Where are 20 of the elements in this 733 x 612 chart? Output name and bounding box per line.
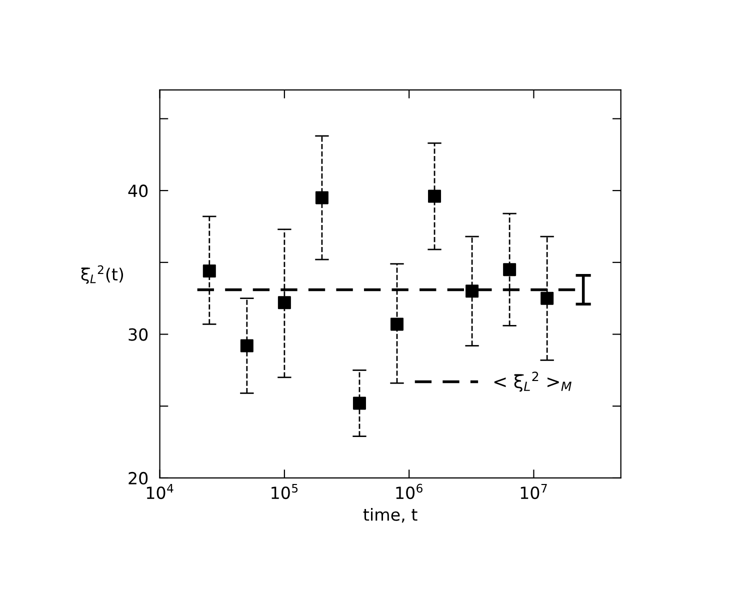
- point: [315, 191, 328, 204]
- point: [390, 318, 404, 331]
- x-tick-label: 10$^{6}$: [396, 484, 422, 500]
- y-tick-label: 20: [128, 472, 148, 485]
- x-tick-label: 10$^{7}$: [520, 484, 547, 500]
- x-tick-label: 10$^{5}$: [272, 484, 298, 500]
- y-tick-label: 40: [128, 184, 148, 198]
- y-axis-title: ξ̅$_{L}$$^{2}$(t): [81, 265, 124, 284]
- y-tick-label: 30: [128, 328, 148, 341]
- point: [503, 263, 516, 276]
- legend-label: < ξ̅$_{L}$$^{2}$ >$_{M}$: [494, 372, 572, 392]
- point: [240, 339, 254, 352]
- point: [352, 396, 366, 410]
- point: [540, 292, 554, 305]
- point: [466, 284, 479, 298]
- point: [278, 296, 291, 310]
- x-axis-title: time, t: [363, 508, 418, 523]
- point: [202, 264, 216, 278]
- point: [428, 190, 442, 203]
- x-tick-label: 10$^{4}$: [146, 484, 174, 500]
